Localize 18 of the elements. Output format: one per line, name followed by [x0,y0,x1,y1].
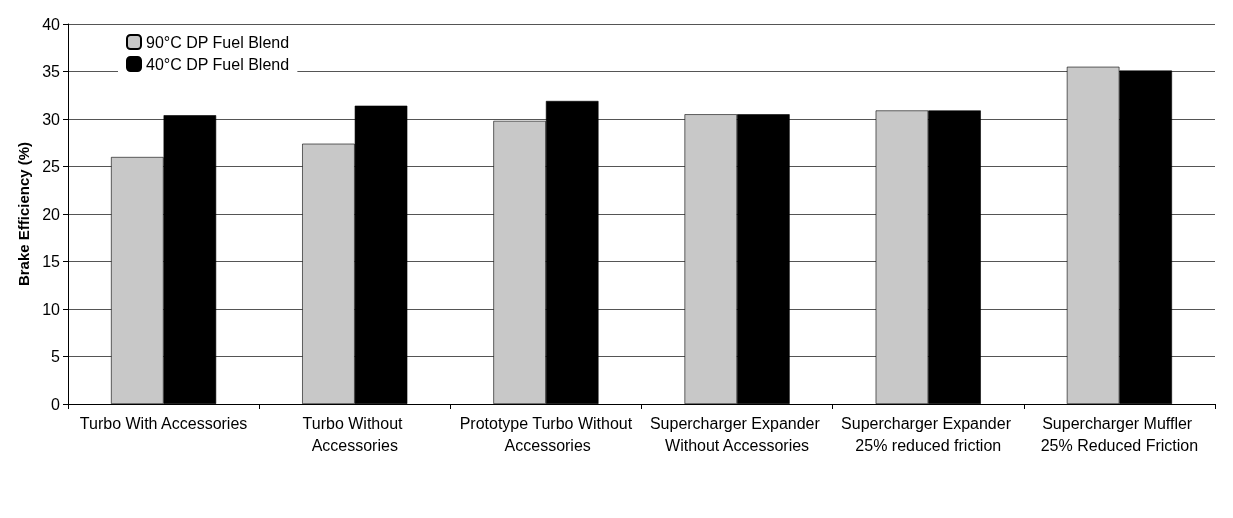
y-tick-label: 10 [42,300,61,318]
x-tick-label: Supercharger Expander 25% reduced friction [841,414,1016,454]
x-tick-label: Turbo Without Accessories [302,414,407,454]
y-tick-label: 25 [42,158,61,175]
y-tick-label: 15 [42,253,61,270]
y-tick-label: 35 [42,63,61,80]
y-tick-label: 40 [42,15,61,33]
y-tick-label: 0 [51,395,61,413]
legend-label: 90°C DP Fuel Blend [146,33,290,51]
y-tick-label: 5 [51,348,61,365]
x-tick-label: Prototype Turbo Without Accessories [459,414,633,454]
x-tick-label: Turbo With Accessories [79,414,248,432]
y-tick-label: 30 [42,110,61,128]
x-tick-label: Supercharger Expander Without Accessories [649,414,825,454]
y-tick-label: 20 [42,205,61,223]
legend-label: 40°C DP Fuel Blend [146,55,290,73]
y-axis-title: Brake Efficiency (%) [15,141,33,287]
x-tick-label: Supercharger Muffler 25% Reduced Friction [1040,414,1199,454]
